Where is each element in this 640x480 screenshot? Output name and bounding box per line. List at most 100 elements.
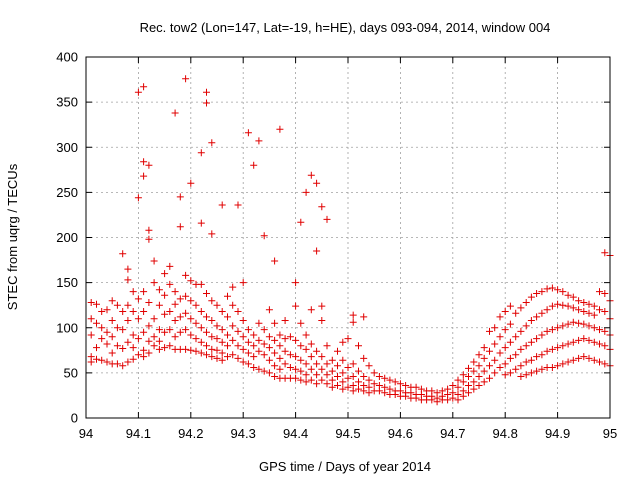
data-point xyxy=(161,344,169,352)
data-point xyxy=(501,371,509,379)
data-point xyxy=(470,358,478,366)
data-point xyxy=(166,280,174,288)
data-point xyxy=(218,349,226,357)
data-point xyxy=(517,373,525,380)
data-point xyxy=(470,378,478,386)
data-point xyxy=(192,335,200,343)
data-point xyxy=(98,324,106,332)
data-point xyxy=(197,308,205,315)
data-point xyxy=(229,283,237,291)
data-point xyxy=(559,322,567,330)
data-point xyxy=(182,292,190,300)
data-point xyxy=(307,353,315,361)
x-tick-label: 94 xyxy=(79,426,93,441)
data-point xyxy=(302,360,310,368)
data-point xyxy=(171,317,179,324)
data-point xyxy=(140,172,148,180)
data-point xyxy=(496,349,504,357)
data-point xyxy=(103,328,111,336)
data-point xyxy=(554,362,562,370)
data-point xyxy=(349,311,357,319)
data-point xyxy=(506,369,514,377)
data-point xyxy=(575,306,583,314)
x-tick-label: 94.1 xyxy=(126,426,151,441)
data-point xyxy=(244,338,252,346)
data-point xyxy=(292,302,300,310)
data-point xyxy=(260,367,268,375)
data-point xyxy=(486,374,493,382)
y-axis-ticks: 0 50 100 150 200 250 300 350 400 xyxy=(56,50,610,426)
data-point xyxy=(580,308,588,315)
data-point xyxy=(271,373,279,380)
data-point xyxy=(255,319,263,327)
data-point xyxy=(538,365,546,373)
data-point xyxy=(564,358,572,366)
data-point xyxy=(302,378,310,386)
data-point xyxy=(564,340,572,348)
data-point xyxy=(113,360,121,368)
data-point xyxy=(543,285,551,293)
data-point xyxy=(145,337,153,345)
data-point xyxy=(166,308,174,315)
data-point xyxy=(265,333,273,341)
data-point xyxy=(113,324,121,332)
data-point xyxy=(213,301,221,309)
data-point xyxy=(575,336,583,344)
data-point xyxy=(491,324,499,332)
data-point xyxy=(203,88,210,96)
data-point xyxy=(590,311,598,319)
data-point xyxy=(108,333,116,341)
data-point xyxy=(349,387,357,395)
data-point xyxy=(155,337,163,345)
data-point xyxy=(459,392,467,400)
data-point xyxy=(512,365,520,373)
data-point xyxy=(250,331,258,339)
data-point xyxy=(260,340,268,348)
data-point xyxy=(475,362,483,370)
data-point xyxy=(250,364,258,371)
data-point xyxy=(276,342,284,350)
data-point xyxy=(323,360,331,368)
y-tick-label: 150 xyxy=(56,275,78,290)
data-point xyxy=(302,331,310,339)
data-point xyxy=(244,360,252,368)
data-point xyxy=(454,383,462,391)
data-point xyxy=(103,306,111,314)
data-point xyxy=(580,335,588,343)
data-point xyxy=(601,249,609,257)
data-point xyxy=(218,356,226,364)
x-tick-label: 94.2 xyxy=(178,426,203,441)
y-tick-label: 300 xyxy=(56,140,78,155)
data-point xyxy=(318,376,326,384)
data-point xyxy=(197,219,205,227)
data-point xyxy=(475,373,483,380)
data-point xyxy=(234,308,242,315)
data-point xyxy=(360,313,368,321)
data-point xyxy=(134,88,142,96)
data-point xyxy=(313,347,321,355)
data-point xyxy=(234,327,242,335)
data-point xyxy=(192,347,200,355)
data-point xyxy=(286,351,294,359)
data-point xyxy=(328,376,336,384)
data-point xyxy=(491,356,499,364)
data-point xyxy=(119,362,127,370)
data-point xyxy=(208,353,216,361)
data-point xyxy=(412,383,420,391)
data-point xyxy=(569,338,577,346)
data-point xyxy=(187,331,195,339)
data-point xyxy=(124,338,132,346)
data-point xyxy=(161,310,169,318)
data-point xyxy=(522,358,530,366)
data-point xyxy=(459,371,467,379)
data-point xyxy=(297,367,305,375)
data-point xyxy=(313,179,321,187)
data-point xyxy=(548,302,556,310)
data-point xyxy=(355,342,362,350)
x-tick-label: 94.3 xyxy=(231,426,256,441)
data-point xyxy=(124,301,132,309)
data-point xyxy=(292,365,300,373)
data-point xyxy=(496,313,504,321)
data-point xyxy=(349,360,357,368)
data-point xyxy=(506,320,514,328)
